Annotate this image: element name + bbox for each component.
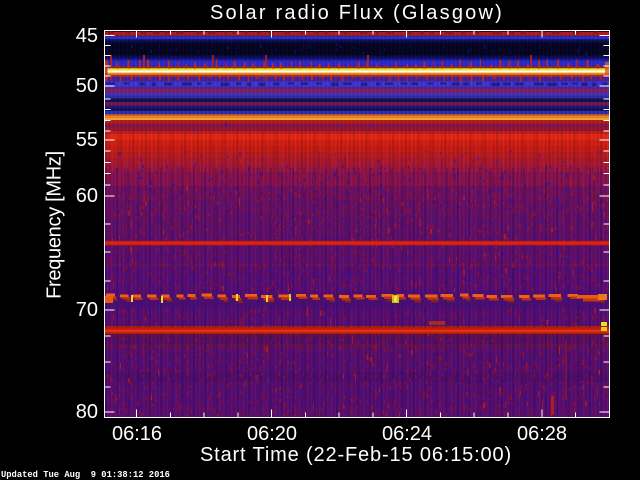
svg-text:Frequency [MHz]: Frequency [MHz] [44,151,66,299]
